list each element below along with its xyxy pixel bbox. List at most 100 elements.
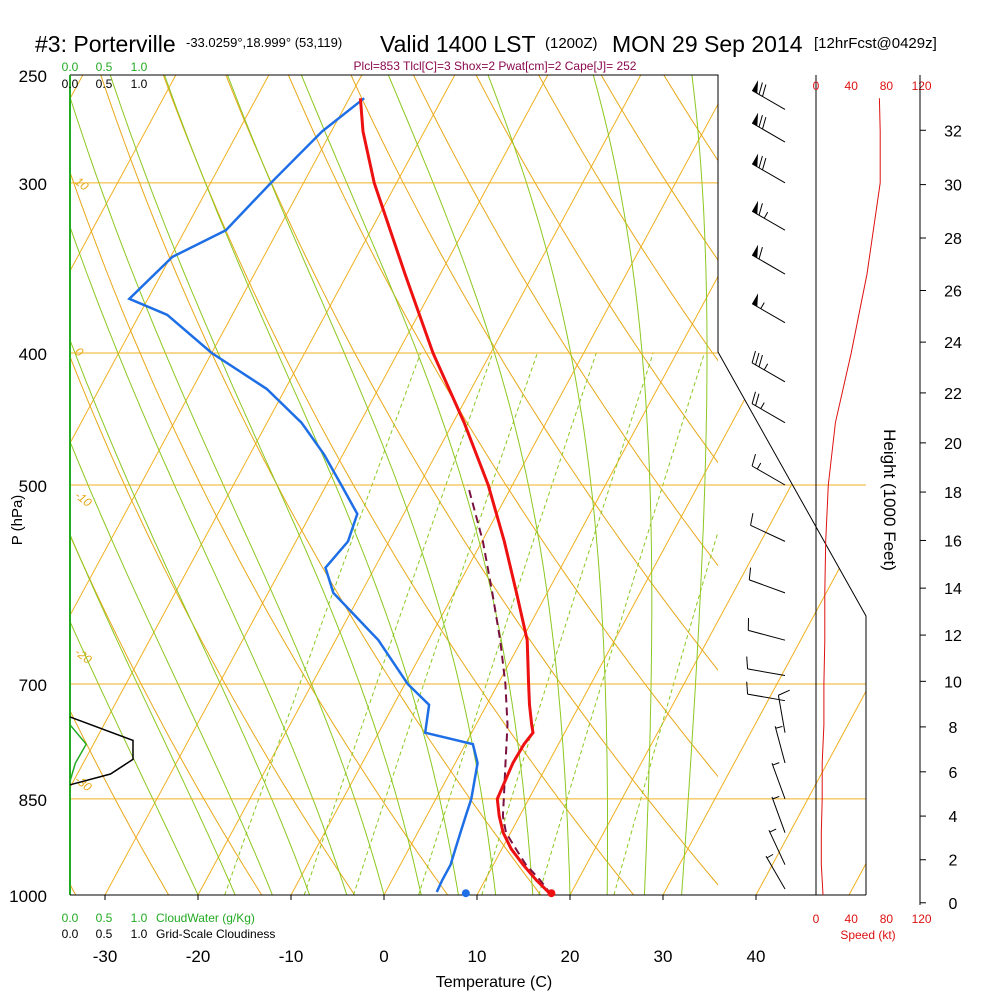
- wind-barb-feather: [758, 246, 763, 260]
- wind-barb-feather: [758, 354, 763, 368]
- moist-adiabat-line: [227, 75, 497, 895]
- moist-adiabat-line: [70, 95, 385, 895]
- dry-adiabat-line: [70, 709, 170, 895]
- moist-adiabat-line: [164, 75, 459, 895]
- wind-barb-feather: [746, 656, 749, 669]
- wind-barb-feather: [748, 567, 752, 580]
- cloud-water-tick-bottom: 0.0: [62, 911, 79, 925]
- wind-barb-staff: [751, 254, 786, 275]
- mixing-ratio-label: 2: [289, 899, 307, 915]
- wind-barb: [751, 350, 786, 383]
- cloud-water-profile: [69, 724, 88, 782]
- wind-barb-staff: [751, 362, 786, 383]
- wind-barb-feather: [755, 352, 760, 366]
- wind-barb-feather: [751, 391, 756, 404]
- temperature-tick-label: -10: [279, 947, 304, 966]
- dry-adiabat-line: [225, 75, 718, 886]
- x-axis-title: Temperature (C): [436, 974, 552, 991]
- wind-barb-feather: [762, 117, 767, 130]
- wind-barb-half-feather: [766, 853, 774, 859]
- wind-barb-staff: [774, 726, 786, 764]
- moist-adiabat-line: [70, 338, 311, 895]
- wind-barb-half-feather: [760, 302, 765, 309]
- wind-barb-staff: [748, 629, 786, 641]
- pressure-tick-label: 250: [19, 67, 47, 86]
- dry-adiabat-line: [538, 75, 718, 362]
- station-coords: -33.0259°,18.999° (53,119): [186, 35, 342, 50]
- temperature-tick-label: 10: [468, 947, 487, 966]
- temperature-tick-label: 0: [379, 947, 388, 966]
- right-axis-title: Height (1000 Feet): [880, 429, 899, 571]
- wind-barb: [777, 689, 790, 733]
- wind-barb-feather: [746, 681, 749, 695]
- wind-barb: [746, 656, 786, 677]
- temperature-tick-label: 20: [561, 947, 580, 966]
- wind-barb-feather: [758, 82, 763, 95]
- dewpoint-trace: [127, 97, 479, 893]
- wind-barb: [751, 244, 786, 275]
- valid-date: MON 29 Sep 2014: [612, 31, 803, 57]
- wind-barb-feather: [758, 155, 763, 168]
- cloud-water-axis-label: CloudWater (g/Kg): [156, 911, 255, 925]
- moist-adiabat-line: [487, 75, 608, 895]
- utc-time: (1200Z): [545, 35, 598, 52]
- height-tick-label: 0: [949, 896, 958, 913]
- wind-panel: 0 0 40 40 80 80 120 120 Speed (kt): [746, 75, 932, 942]
- wind-barb-staff: [747, 668, 786, 677]
- dry-adiabat-label: 10: [72, 174, 91, 193]
- pressure-tick-label: 300: [19, 175, 47, 194]
- wind-barb: [747, 617, 786, 641]
- mixing-ratio-line: [352, 352, 538, 895]
- pressure-tick-label: 850: [19, 791, 47, 810]
- height-tick-label: 18: [944, 485, 962, 502]
- height-tick-label: 14: [944, 581, 962, 598]
- cloud-water-tick-top: 0.0: [62, 60, 79, 74]
- wind-speed-tick-bottom: 40: [845, 912, 859, 926]
- mixing-ratio-line: [303, 352, 494, 895]
- wind-barb-flag: [752, 200, 759, 215]
- wind-barb: [768, 828, 786, 865]
- moist-adiabat-line: [300, 75, 534, 895]
- height-tick-label: 6: [949, 765, 958, 782]
- wind-barb-flag: [752, 80, 759, 94]
- dry-adiabat-label: -20: [72, 645, 95, 667]
- dry-adiabat-line: [977, 75, 1000, 895]
- dry-adiabat-line: [70, 170, 449, 895]
- wind-barb-staff: [750, 524, 786, 542]
- moist-adiabat-line: [387, 75, 571, 895]
- temperature-trace: [358, 98, 553, 897]
- mixing-ratio-label: 5: [404, 899, 422, 914]
- wind-barb-feather: [755, 393, 760, 406]
- wind-speed-profile: [820, 98, 881, 896]
- isotherm-label: 10: [783, 299, 810, 326]
- height-tick-label: 26: [944, 284, 962, 301]
- height-tick-label: 20: [944, 436, 962, 453]
- stability-indices: Plcl=853 Tlcl[C]=3 Shox=2 Pwat[cm]=2 Cap…: [354, 59, 637, 73]
- wind-barb-half-feather: [763, 211, 769, 219]
- moist-adiabat-line: [70, 225, 348, 895]
- moist-adiabat-line: [109, 75, 422, 895]
- moist-adiabat-line: [70, 533, 236, 895]
- wind-speed-tick-top: 0: [813, 79, 820, 93]
- temperature-tick-label: -30: [93, 947, 118, 966]
- wind-barb: [751, 80, 786, 110]
- cloudiness-tick-top: 0.0: [62, 77, 79, 91]
- wind-barb-staff: [771, 796, 786, 833]
- moist-adiabat-line: [70, 440, 273, 895]
- wind-barb-flag: [752, 153, 759, 167]
- wind-barb-staff: [747, 693, 786, 702]
- mixing-ratio-label: 3: [339, 899, 357, 914]
- cloud-panel: [69, 716, 134, 786]
- pressure-tick-label: 400: [19, 345, 47, 364]
- wind-speed-tick-bottom: 120: [912, 912, 932, 926]
- mixing-ratio-line: [418, 352, 597, 895]
- wind-barb-flag: [752, 293, 759, 307]
- wind-barb-half-feather: [769, 828, 777, 833]
- height-tick-label: 8: [949, 720, 958, 737]
- cloudiness-tick-bottom: 1.0: [131, 927, 148, 941]
- wind-barb: [751, 453, 786, 486]
- moist-adiabat-line: [592, 75, 653, 895]
- mixing-ratio-label: 8: [467, 899, 485, 914]
